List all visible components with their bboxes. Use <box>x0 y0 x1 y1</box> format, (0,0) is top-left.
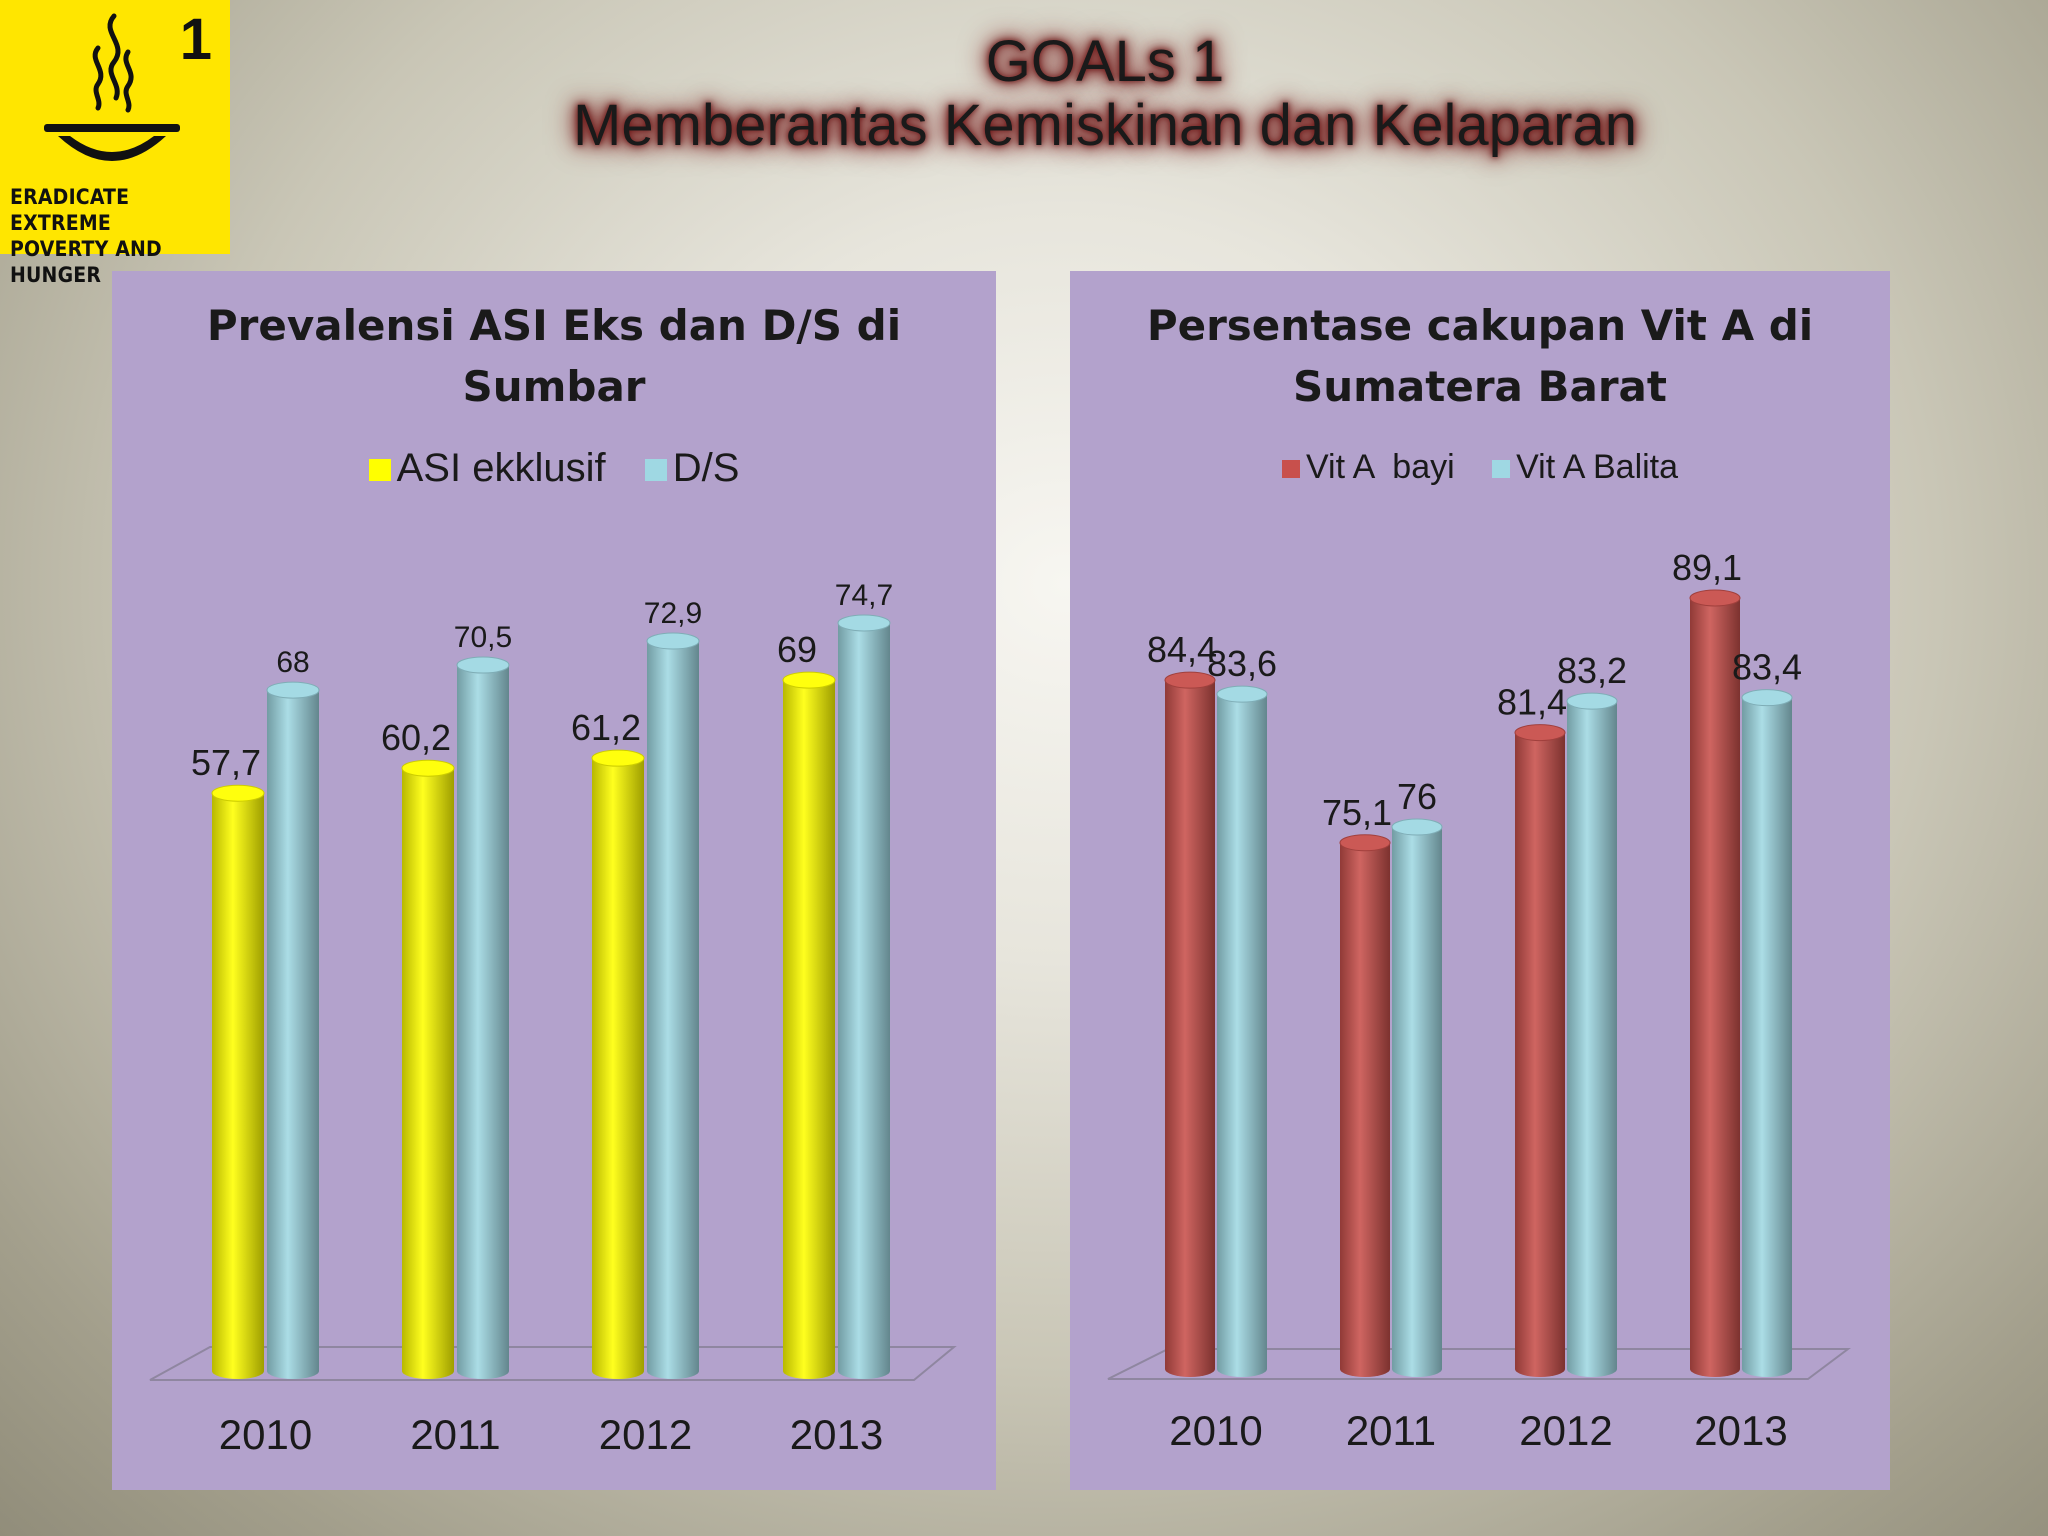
legend-swatch <box>644 459 667 482</box>
bar-2-2011 <box>456 656 510 1379</box>
logo-number: 1 <box>179 7 212 72</box>
bar-1-2012 <box>591 749 645 1379</box>
data-label: 83,2 <box>1557 650 1627 691</box>
slide-title-line1: GOALs 1 <box>985 29 1225 94</box>
legend-label: Vit A Balita <box>1516 448 1679 486</box>
legend-item-series-2: D/S <box>644 446 740 491</box>
mdg-goal-1-logo: 1 ERADICATE EXTREME POVERTY AND HUNGER <box>0 0 230 287</box>
data-label: 69 <box>777 629 817 670</box>
x-tick-label: 2011 <box>1346 1407 1436 1454</box>
chart-title: Prevalensi ASI Eks dan D/S di Sumbar <box>112 295 996 417</box>
legend-swatch <box>1492 460 1511 479</box>
bar-1-2011 <box>1339 834 1391 1377</box>
chart-floor <box>149 1346 957 1381</box>
data-label: 61,2 <box>571 707 641 748</box>
legend-label: Vit A bayi <box>1305 448 1455 486</box>
data-label: 60,2 <box>381 717 451 758</box>
data-label: 84,4 <box>1147 629 1217 670</box>
legend-swatch <box>368 459 391 482</box>
legend-swatch <box>1281 460 1300 479</box>
bar-2-2012 <box>1566 692 1618 1377</box>
slide-title-line2: Memberantas Kemiskinan dan Kelaparan <box>573 93 1637 158</box>
chart-legend: Vit A bayi Vit A Balita <box>1070 448 1890 487</box>
chart-legend: ASI ekklusif D/S <box>112 446 996 491</box>
data-label: 81,4 <box>1497 682 1567 723</box>
x-tick-label: 2010 <box>1169 1407 1262 1454</box>
bar-1-2013 <box>782 671 836 1379</box>
legend-label: D/S <box>672 446 740 490</box>
chart-title-line2: Sumbar <box>462 362 646 411</box>
data-label: 75,1 <box>1322 792 1392 833</box>
chart-title-line1: Prevalensi ASI Eks dan D/S di <box>206 301 902 350</box>
x-tick-label: 2012 <box>599 1411 692 1458</box>
x-tick-label: 2012 <box>1519 1407 1612 1454</box>
data-label: 68 <box>276 646 309 679</box>
bar-2-2010 <box>266 681 320 1379</box>
legend-item-series-1: Vit A bayi <box>1281 448 1455 487</box>
data-label: 72,9 <box>644 597 702 630</box>
x-tick-label: 2013 <box>790 1411 883 1458</box>
bar-1-2013 <box>1689 589 1741 1377</box>
bar-1-2011 <box>401 759 455 1379</box>
chart-panel-asi-ds: Prevalensi ASI Eks dan D/S di Sumbar ASI… <box>112 271 996 1490</box>
bar-1-2012 <box>1514 724 1566 1377</box>
logo-caption: ERADICATE EXTREME POVERTY AND HUNGER <box>10 185 162 287</box>
legend-label: ASI ekklusif <box>396 446 606 490</box>
data-label: 57,7 <box>191 742 261 783</box>
bar-chart-asi-ds: 57,7 68 2010 60,2 70,5 2011 61,2 72,9 2012 69 74,7… <box>149 579 957 1458</box>
bar-2-2013 <box>837 614 891 1379</box>
chart-title-line1: Persentase cakupan Vit A di <box>1146 301 1814 350</box>
bar-2-2013 <box>1741 689 1793 1377</box>
chart-panel-vit-a: Persentase cakupan Vit A di Sumatera Bar… <box>1070 271 1890 1490</box>
chart-title-line2: Sumatera Barat <box>1293 362 1667 411</box>
bar-chart-vit-a: 84,483,6 2010 75,1 76 2011 81,483,2 2012 89,1 83… <box>1107 547 1851 1454</box>
data-label: 89,1 <box>1672 547 1742 588</box>
chart-title: Persentase cakupan Vit A di Sumatera Bar… <box>1070 295 1890 417</box>
bar-1-2010 <box>211 784 265 1379</box>
bar-1-2010 <box>1164 671 1216 1377</box>
data-label: 76 <box>1397 776 1437 817</box>
legend-item-series-1: ASI ekklusif <box>368 446 606 491</box>
x-tick-label: 2013 <box>1694 1407 1787 1454</box>
bar-2-2012 <box>646 632 700 1379</box>
data-label: 74,7 <box>835 579 893 612</box>
data-label: 70,5 <box>454 621 512 654</box>
legend-item-series-2: Vit A Balita <box>1492 448 1678 487</box>
x-tick-label: 2011 <box>410 1411 500 1458</box>
chart-floor <box>1107 1348 1851 1380</box>
bowl-with-steam-icon <box>44 13 180 161</box>
data-label: 83,4 <box>1732 647 1802 688</box>
x-tick-label: 2010 <box>219 1411 312 1458</box>
data-label: 83,6 <box>1207 643 1277 684</box>
bar-2-2010 <box>1216 685 1268 1377</box>
bar-2-2011 <box>1391 818 1443 1377</box>
slide-title: GOALs 1 Memberantas Kemiskinan dan Kelap… <box>540 30 1670 158</box>
